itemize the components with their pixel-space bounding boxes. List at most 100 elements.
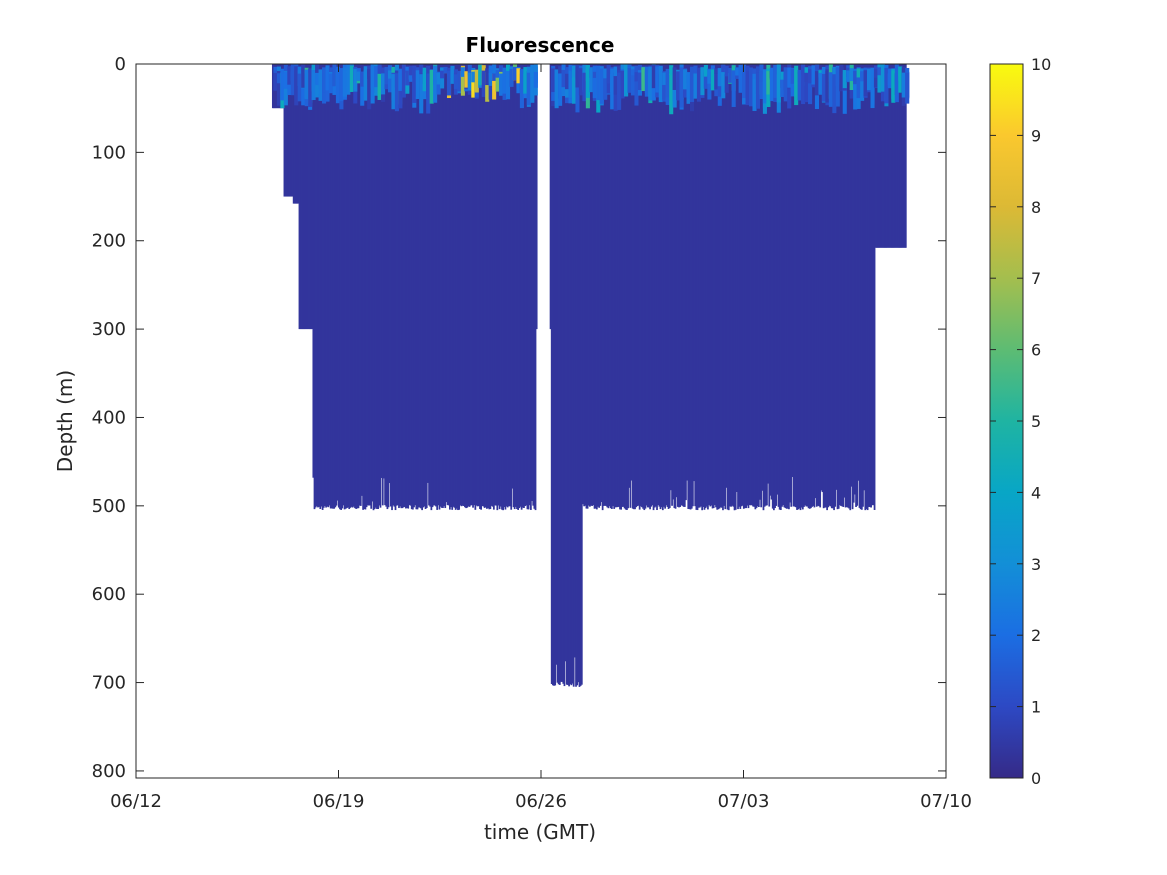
profile-column	[836, 64, 839, 510]
surface-cell	[755, 72, 761, 109]
profile-column	[284, 64, 287, 197]
surface-cell	[499, 73, 504, 96]
profile-column	[734, 64, 737, 510]
surface-cell	[433, 65, 438, 103]
surface-cell	[603, 68, 608, 79]
profile-column	[731, 64, 734, 506]
surface-cell	[620, 70, 625, 99]
surface-cell	[471, 71, 476, 83]
profile-column	[904, 64, 907, 248]
surface-cell	[658, 65, 663, 103]
surface-cell	[644, 69, 649, 97]
profile-column	[605, 64, 607, 506]
profile-column	[564, 64, 567, 662]
profile-column	[455, 64, 458, 509]
profile-column	[832, 64, 834, 509]
surface-cell	[558, 73, 563, 106]
surface-cell	[769, 67, 774, 102]
surface-cell	[322, 71, 327, 93]
profile-column	[644, 64, 647, 509]
profile-column	[884, 64, 886, 248]
profile-column	[668, 64, 671, 508]
profile-column	[895, 64, 898, 248]
profile-column	[719, 64, 722, 508]
profile-column	[585, 64, 588, 509]
profile-column	[759, 64, 761, 500]
profile-column	[608, 64, 611, 507]
surface-cell	[280, 68, 285, 101]
profile-column	[411, 64, 414, 510]
surface-cell	[752, 68, 757, 75]
surface-cell	[825, 70, 830, 103]
surface-cell	[610, 68, 615, 110]
profile-column	[600, 64, 603, 503]
profile-column	[804, 64, 807, 506]
profile-column	[474, 64, 477, 510]
surface-cell	[748, 67, 754, 107]
profile-column	[862, 64, 864, 507]
profile-column	[632, 64, 635, 510]
profile-column	[680, 64, 683, 506]
profile-column	[755, 64, 758, 508]
profile-column	[283, 64, 286, 197]
surface-cell	[665, 68, 670, 98]
surface-cell	[689, 66, 695, 102]
profile-column	[555, 64, 558, 665]
profile-column	[602, 64, 605, 506]
surface-cell	[398, 68, 403, 91]
profile-column	[399, 64, 402, 507]
profile-column	[587, 64, 590, 506]
surface-cell	[276, 70, 281, 106]
profile-column	[584, 64, 587, 506]
profile-column	[871, 64, 874, 506]
surface-cell	[721, 64, 726, 73]
profile-column	[593, 64, 596, 509]
profile-column	[357, 64, 360, 509]
profile-column	[737, 64, 739, 510]
surface-cell	[873, 73, 879, 88]
profile-column	[450, 64, 452, 508]
surface-cell	[565, 73, 570, 90]
profile-column	[901, 64, 904, 248]
profile-column	[753, 64, 756, 507]
surface-cell	[505, 70, 511, 100]
surface-cell	[276, 73, 281, 84]
colorbar-tick-label: 7	[1031, 269, 1041, 288]
profile-column	[480, 64, 483, 510]
surface-cell	[839, 64, 844, 92]
surface-cell	[846, 70, 851, 82]
surface-cell	[624, 64, 629, 97]
surface-cell	[804, 72, 809, 103]
profile-column	[586, 64, 589, 509]
profile-column	[339, 64, 341, 510]
profile-column	[828, 64, 831, 506]
profile-column	[658, 64, 661, 507]
profile-column	[451, 64, 454, 510]
profile-column	[650, 64, 653, 507]
surface-cell	[509, 69, 514, 87]
profile-column	[830, 64, 833, 509]
profile-column	[641, 64, 643, 508]
profile-column	[847, 64, 849, 508]
surface-cell	[828, 72, 833, 107]
profile-column	[409, 64, 412, 506]
profile-column	[607, 64, 610, 509]
profile-column	[751, 64, 753, 506]
profile-column	[744, 64, 746, 509]
profile-column	[433, 64, 436, 506]
profile-column	[387, 64, 390, 508]
profile-column	[408, 64, 411, 505]
surface-cell	[294, 66, 299, 106]
profile-column	[648, 64, 650, 508]
profile-column	[760, 64, 763, 508]
profile-column	[521, 64, 524, 508]
y-tick-label: 200	[92, 231, 126, 252]
profile-column	[416, 64, 419, 510]
surface-cell	[381, 71, 386, 95]
surface-cell	[571, 65, 577, 78]
profile-column	[685, 64, 687, 501]
profile-column	[683, 64, 686, 507]
profile-column	[857, 64, 860, 481]
profile-column	[462, 64, 465, 507]
surface-cell	[290, 64, 295, 96]
